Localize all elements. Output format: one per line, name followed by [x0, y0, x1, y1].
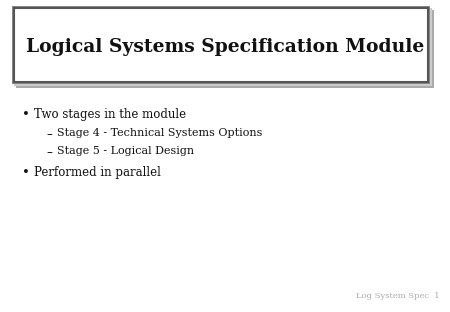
- Text: •: •: [22, 166, 30, 179]
- Text: –: –: [46, 128, 52, 141]
- Text: Two stages in the module: Two stages in the module: [34, 108, 186, 121]
- FancyBboxPatch shape: [16, 10, 434, 88]
- Text: Log System Spec  1: Log System Spec 1: [356, 292, 440, 300]
- Text: Performed in parallel: Performed in parallel: [34, 166, 161, 179]
- Text: •: •: [22, 108, 30, 121]
- FancyBboxPatch shape: [14, 8, 428, 82]
- Text: Stage 5 - Logical Design: Stage 5 - Logical Design: [57, 146, 194, 156]
- Text: Stage 4 - Technical Systems Options: Stage 4 - Technical Systems Options: [57, 128, 262, 138]
- FancyBboxPatch shape: [12, 6, 430, 84]
- Text: –: –: [46, 146, 52, 159]
- FancyBboxPatch shape: [14, 8, 432, 86]
- Text: Logical Systems Specification Module: Logical Systems Specification Module: [26, 38, 424, 56]
